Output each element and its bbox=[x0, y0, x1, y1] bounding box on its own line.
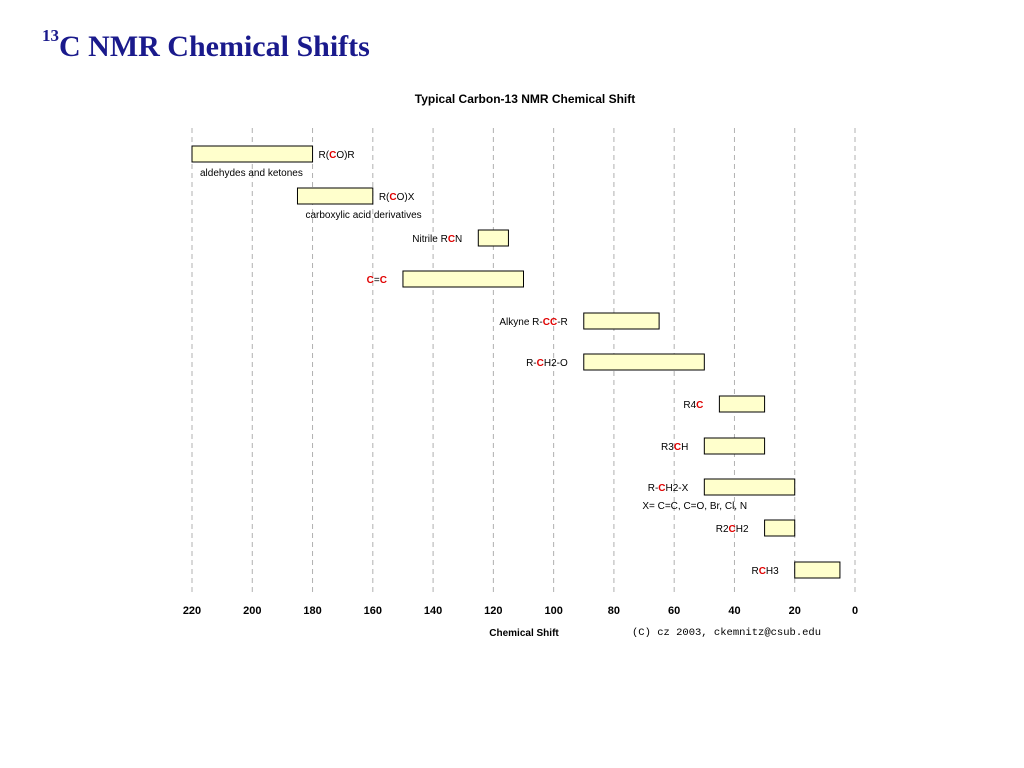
x-tick-label: 120 bbox=[484, 605, 502, 617]
x-tick-label: 20 bbox=[789, 605, 801, 617]
x-axis-label: Chemical Shift bbox=[489, 628, 559, 639]
x-tick-label: 60 bbox=[668, 605, 680, 617]
bar-label: C=C bbox=[367, 275, 387, 286]
bar-label: RCH3 bbox=[751, 566, 779, 577]
bar-label: Nitrile RCN bbox=[412, 234, 462, 245]
bar-label: R(CO)R bbox=[319, 150, 355, 161]
x-tick-label: 100 bbox=[544, 605, 562, 617]
x-axis-ticks: 220 200 180 160 140 120 100 80 60 40 20 0 bbox=[183, 605, 858, 617]
grid-lines bbox=[191, 128, 856, 592]
shift-range-bar bbox=[764, 519, 796, 537]
shift-range-bar bbox=[477, 229, 509, 247]
shift-range-bar bbox=[794, 561, 841, 579]
shift-range-bar bbox=[191, 145, 314, 163]
bar-label: Alkyne R-CC-R bbox=[499, 317, 567, 328]
slide-title: 13C NMR Chemical Shifts bbox=[42, 27, 370, 64]
shift-range-bar bbox=[583, 312, 660, 330]
shift-range-bar bbox=[402, 270, 525, 288]
x-tick-label: 80 bbox=[608, 605, 620, 617]
bar-label: R2CH2 bbox=[716, 524, 749, 535]
chart-title: Typical Carbon-13 NMR Chemical Shift bbox=[415, 92, 635, 106]
x-tick-label: 140 bbox=[424, 605, 442, 617]
x-tick-label: 0 bbox=[852, 605, 858, 617]
x-tick-label: 200 bbox=[243, 605, 261, 617]
bar-label: R(CO)X bbox=[379, 192, 415, 203]
shift-range-bar bbox=[296, 187, 374, 205]
shift-range-bar bbox=[703, 437, 766, 455]
x-tick-label: 40 bbox=[728, 605, 740, 617]
bar-label: R4C bbox=[683, 400, 703, 411]
bar-sublabel: X= C=C, C=O, Br, Cl, N bbox=[642, 501, 747, 512]
shift-range-bar bbox=[718, 395, 766, 413]
bar-label: R-CH2-O bbox=[526, 358, 568, 369]
x-tick-label: 180 bbox=[303, 605, 321, 617]
shift-range-bar bbox=[583, 353, 705, 371]
shift-range-bar bbox=[703, 478, 796, 496]
bar-label: R3CH bbox=[661, 442, 688, 453]
bar-sublabel: aldehydes and ketones bbox=[200, 168, 303, 179]
bars-group: R(CO)R aldehydes and ketones R(CO)X carboxy… bbox=[191, 145, 841, 579]
bar-label: R-CH2-X bbox=[648, 483, 689, 494]
credit-text: (C) cz 2003, ckemnitz@csub.edu bbox=[632, 627, 821, 639]
title-text: C NMR Chemical Shifts bbox=[59, 30, 370, 63]
x-tick-label: 220 bbox=[183, 605, 201, 617]
title-superscript: 13 bbox=[42, 26, 59, 45]
bar-sublabel: carboxylic acid derivatives bbox=[305, 210, 421, 221]
x-tick-label: 160 bbox=[364, 605, 382, 617]
